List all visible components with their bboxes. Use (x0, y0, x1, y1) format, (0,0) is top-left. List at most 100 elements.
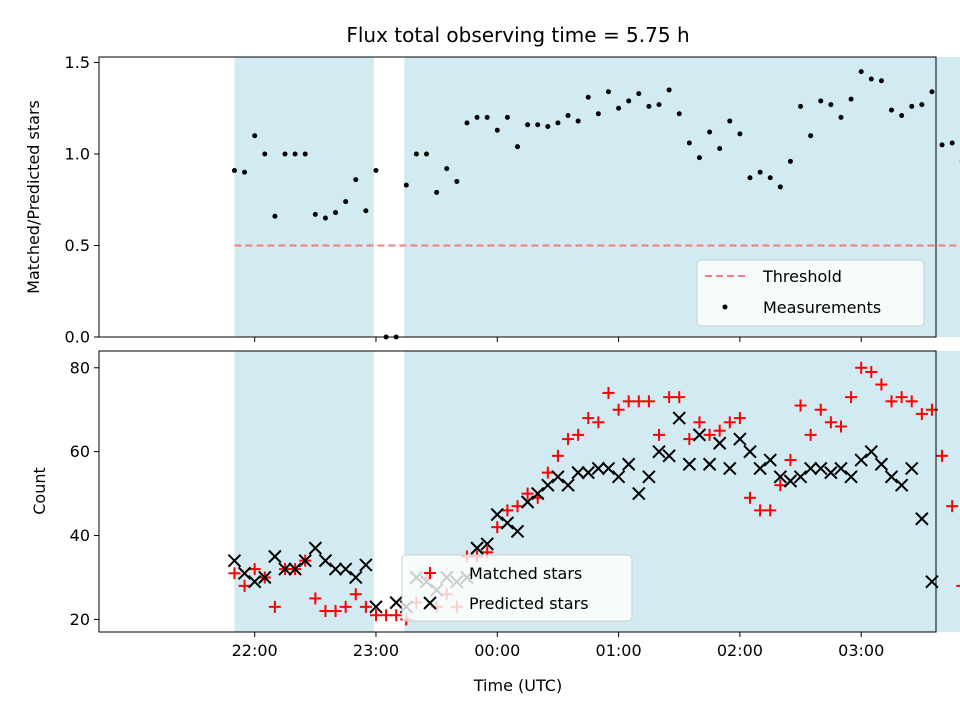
legend-predicted-swatch (423, 596, 437, 610)
bottom-axes-frame (98, 350, 937, 633)
chart-title: Flux total observing time = 5.75 h (346, 23, 689, 47)
xtick-label: 03:00 (838, 641, 884, 660)
matched-star-point (511, 500, 524, 513)
matched-star-point (551, 449, 564, 462)
legend-predicted-label: Predicted stars (469, 594, 589, 613)
matched-star-point (814, 403, 827, 416)
predicted-star-point (500, 516, 515, 530)
predicted-star-point (733, 432, 747, 446)
measurement-point (353, 177, 359, 183)
predicted-star-point (783, 474, 798, 488)
predicted-star-point (237, 566, 252, 580)
top-ylabel: Matched/Predicted stars (24, 100, 43, 294)
predicted-star-point (814, 461, 828, 476)
predicted-star-point (743, 444, 757, 459)
predicted-star-point (793, 470, 808, 484)
predicted-star-point (652, 444, 666, 459)
measurement-point (474, 114, 480, 120)
measurement-point (656, 102, 662, 108)
measurement-point (424, 151, 430, 157)
measurement-point (686, 140, 692, 146)
bottom-ylabel: Count (30, 467, 49, 515)
measurement-point (434, 189, 440, 195)
measurement-point (252, 133, 258, 139)
top-legend: Threshold Measurements (696, 259, 925, 327)
xtick-label: 23:00 (353, 641, 399, 660)
top-ytick-label: 0.0 (65, 328, 90, 347)
measurement-point (848, 96, 854, 102)
measurement-point (575, 118, 581, 124)
measurement-point (595, 111, 601, 117)
predicted-star-point (874, 457, 889, 471)
predicted-star-point (531, 486, 545, 501)
measurement-point (707, 129, 713, 135)
top-ytick-label: 1.5 (65, 53, 90, 72)
predicted-star-point (894, 478, 909, 492)
predicted-star-point (834, 461, 848, 476)
measurement-point (828, 102, 834, 108)
matched-star-point (380, 609, 393, 622)
measurement-point (525, 122, 531, 128)
matched-star-point (248, 563, 261, 576)
predicted-star-point (318, 553, 333, 568)
predicted-star-point (621, 457, 636, 471)
matched-star-point (491, 521, 504, 534)
predicted-star-point (692, 428, 707, 442)
measurement-point (747, 175, 753, 181)
measurement-point (858, 69, 864, 75)
matched-star-point (562, 433, 575, 446)
matched-star-point (784, 454, 797, 467)
predicted-star-point (369, 600, 383, 614)
top-shaded-interval (234, 57, 374, 337)
predicted-star-point (803, 461, 818, 476)
measurement-point (373, 167, 379, 173)
measurement-point (343, 199, 349, 205)
measurement-point (585, 94, 591, 100)
measurement-point (605, 89, 611, 95)
measurement-point (565, 113, 571, 119)
measurement-point (646, 103, 652, 109)
matched-star-point (228, 567, 241, 580)
matched-star-point (794, 399, 807, 412)
measurement-point (555, 120, 561, 126)
matched-star-point (319, 605, 332, 618)
measurement-point (717, 146, 723, 152)
bottom-ytick-label: 40 (70, 526, 90, 545)
matched-star-point (834, 420, 847, 433)
measurement-point (322, 215, 328, 221)
matched-star-point (339, 600, 352, 613)
matched-star-point (612, 403, 625, 416)
matched-star-point (521, 487, 534, 500)
matched-star-point (501, 504, 514, 517)
matched-star-point (653, 428, 666, 441)
measurement-point (909, 103, 915, 109)
matched-star-point (855, 361, 868, 374)
matched-star-point (673, 391, 686, 404)
predicted-star-point (642, 470, 656, 484)
matched-star-point (905, 395, 918, 408)
measurement-point (919, 102, 925, 108)
matched-star-point (713, 424, 726, 437)
matched-star-point (602, 386, 615, 399)
measurement-point (515, 144, 520, 150)
predicted-star-point (247, 574, 262, 589)
matched-star-point (592, 416, 605, 429)
predicted-star-point (359, 558, 373, 572)
predicted-star-point (541, 478, 555, 492)
predicted-star-point (227, 553, 242, 568)
measurement-point (818, 98, 824, 104)
matched-star-point (541, 466, 554, 479)
measurement-point (899, 113, 905, 119)
bottom-ytick-label: 20 (70, 610, 90, 629)
legend-matched-swatch (424, 567, 436, 579)
predicted-star-point (480, 537, 494, 551)
measurement-point (696, 155, 702, 161)
measurement-point (787, 158, 793, 164)
measurement-point (413, 151, 419, 157)
bottom-shaded-interval (234, 351, 374, 632)
matched-star-point (238, 579, 251, 592)
matched-star-point (875, 378, 888, 391)
measurement-point (504, 114, 510, 120)
measurement-point (312, 211, 318, 217)
predicted-star-point (773, 470, 788, 484)
